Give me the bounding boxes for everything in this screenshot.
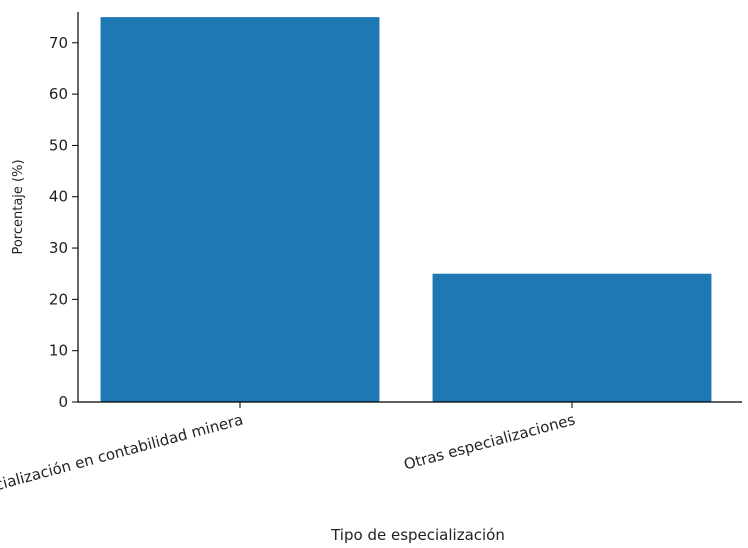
y-axis-title: Porcentaje (%) [11,159,26,254]
bar-2 [432,273,712,402]
x-tick-label-1: Especialización en contabilidad minera [0,410,245,503]
y-tick-label-4: 30 [49,239,68,257]
y-tick-label-8: 70 [49,34,68,52]
y-tick-label-5: 40 [49,188,68,206]
y-tick-label-1: 0 [58,393,68,411]
x-axis-ticks: Especialización en contabilidad minera Ot… [0,402,577,504]
y-tick-label-7: 60 [49,85,68,103]
y-tick-label-6: 50 [49,136,68,154]
bar-1 [100,17,380,402]
y-tick-label-2: 10 [49,342,68,360]
x-tick-label-2: Otras especializaciones [402,410,577,473]
bars-layer [100,17,712,402]
y-tick-label-3: 20 [49,290,68,308]
y-axis-ticks: 0 10 20 30 40 50 60 70 [49,34,78,411]
x-axis-title: Tipo de especialización [330,526,505,544]
